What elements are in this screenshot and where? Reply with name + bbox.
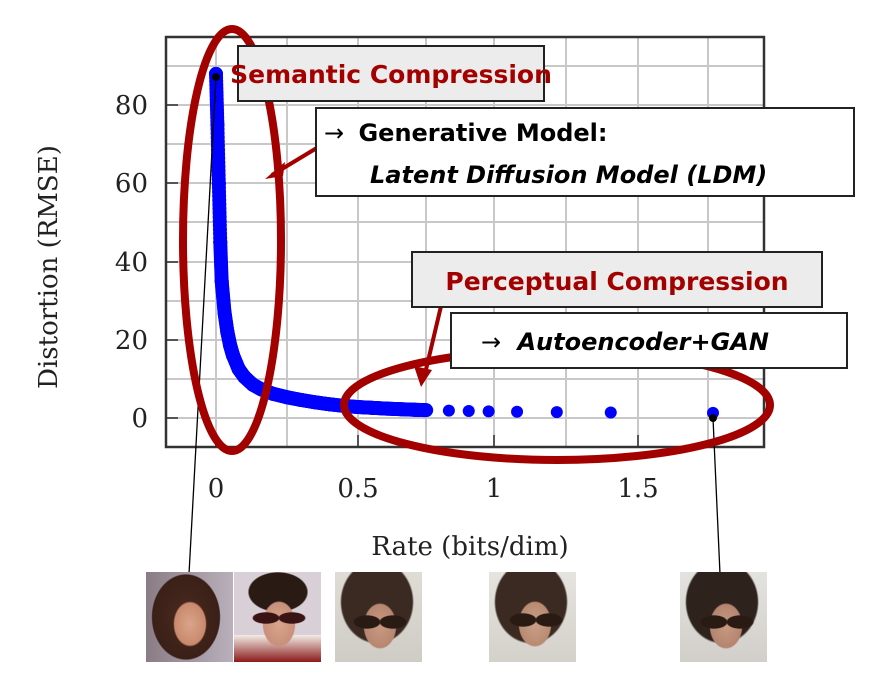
generative-model-label: → Generative Model: Latent Diffusion Mod… — [315, 107, 855, 197]
data-point — [226, 348, 241, 363]
data-point — [214, 274, 229, 289]
data-point — [420, 404, 433, 417]
data-point — [308, 395, 323, 410]
data-point — [604, 406, 617, 419]
x-axis-title: Rate (bits/dim) — [371, 532, 568, 562]
autoencoder-gan-label: → Autoencoder+GAN — [450, 312, 848, 369]
thumbnail-reconstruction-1 — [335, 572, 422, 662]
y-tick-0: 0 — [131, 404, 148, 434]
y-tick-60: 60 — [115, 169, 148, 199]
data-point — [462, 404, 475, 417]
data-point — [217, 305, 232, 320]
perceptual-arrow — [414, 301, 444, 387]
thumbnail-reconstruction-3 — [680, 572, 767, 662]
thumbnail-reconstruction-2 — [489, 572, 576, 662]
data-point — [351, 400, 365, 415]
data-point — [213, 235, 228, 250]
thumbnail-original-woman — [146, 572, 233, 662]
svg-text:→ Autoencoder+GAN: → Autoencoder+GAN — [481, 328, 769, 356]
svg-text:Perceptual Compression: Perceptual Compression — [445, 267, 788, 296]
y-tick-20: 20 — [115, 326, 148, 356]
x-tick-0-5: 0.5 — [337, 474, 378, 504]
data-point — [220, 324, 235, 339]
data-points — [209, 66, 719, 419]
generative-model-line1: Generative Model: — [358, 119, 607, 147]
y-tick-40: 40 — [115, 248, 148, 278]
plot-frame — [164, 35, 766, 449]
thumbnail-original-man — [234, 572, 321, 662]
arrow-glyph: → — [481, 328, 501, 356]
data-point — [365, 400, 380, 415]
data-point — [211, 176, 226, 191]
y-tick-80: 80 — [115, 91, 148, 121]
data-point — [294, 393, 309, 408]
data-point — [322, 397, 337, 412]
y-axis-title: Distortion (RMSE) — [34, 145, 64, 389]
semantic-ellipse — [179, 25, 285, 455]
data-point — [393, 402, 408, 417]
data-point — [280, 390, 294, 405]
generative-model-line2: Latent Diffusion Model (LDM) — [370, 161, 767, 189]
perceptual-compression-label: Perceptual Compression — [411, 251, 823, 308]
semantic-compression-label: Semantic Compression — [230, 45, 552, 102]
data-point — [511, 405, 524, 418]
data-point — [407, 402, 422, 417]
x-tick-labels: 0 0.5 1 1.5 — [208, 474, 659, 504]
connector-dot-start — [212, 73, 220, 81]
autoencoder-gan-text: Autoencoder+GAN — [515, 328, 768, 356]
svg-text:→ Generative Model:: → Generative Model: — [324, 119, 607, 147]
data-point — [379, 401, 394, 416]
y-tick-labels: 80 60 40 20 0 — [115, 91, 148, 434]
arrow-glyph: → — [324, 119, 344, 147]
x-tick-0: 0 — [208, 474, 225, 504]
x-tick-1: 1 — [486, 474, 503, 504]
x-tick-1-5: 1.5 — [617, 474, 658, 504]
data-point — [442, 404, 455, 417]
connector-dot-end — [709, 414, 717, 422]
data-point — [550, 406, 563, 419]
data-point — [482, 405, 495, 418]
svg-text:Semantic Compression: Semantic Compression — [230, 60, 552, 89]
